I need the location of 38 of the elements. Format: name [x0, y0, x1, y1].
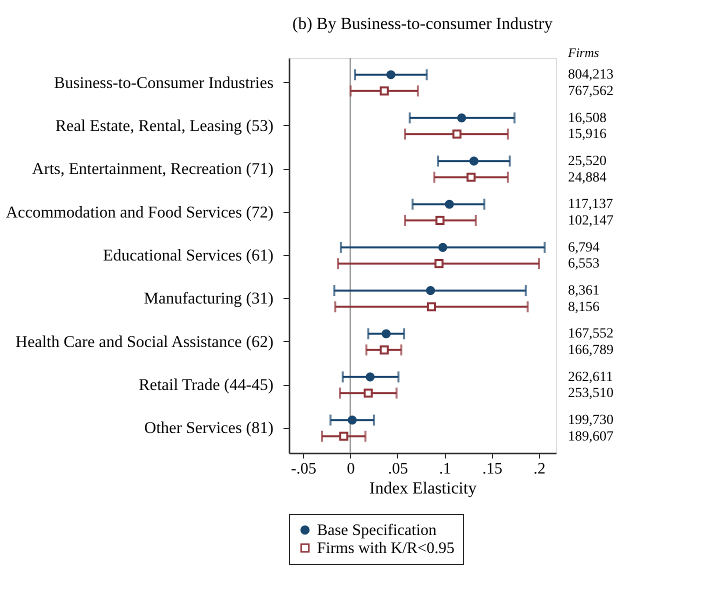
text: 15,916	[568, 127, 606, 142]
y-tick-label: Health Care and Social Assistance (62)	[16, 332, 274, 351]
chart-title: (b) By Business-to-consumer Industry	[292, 14, 554, 33]
text: 24,884	[568, 170, 606, 186]
y-tick-label: Real Estate, Rental, Leasing (53)	[55, 116, 274, 135]
y-tick-label: Retail Trade (44-45)	[138, 375, 274, 394]
text: 167,552	[568, 326, 614, 342]
text: 16,508	[568, 110, 606, 126]
text: Firms	[567, 45, 600, 60]
text: 253,510	[568, 386, 614, 402]
text: 8,156	[568, 300, 600, 315]
text: 199,730	[568, 413, 614, 428]
text: 25,520	[568, 154, 606, 170]
text: 166,789	[568, 342, 614, 358]
text: 189,607	[568, 429, 614, 444]
y-tick-label: Educational Services (61)	[103, 246, 274, 264]
legend-label: Firms with K/R<0.95	[317, 540, 454, 557]
x-tick-label: .1	[439, 460, 452, 478]
text: 102,147	[568, 213, 614, 228]
x-tick-label: 0	[346, 460, 355, 478]
text: 6,553	[568, 256, 600, 272]
text: 262,611	[568, 370, 613, 385]
y-tick-label: Arts, Entertainment, Recreation (71)	[32, 159, 274, 178]
text: 8,361	[568, 284, 600, 299]
legend-label: Base Specification	[317, 522, 437, 539]
y-tick-label: Business-to-Consumer Industries	[54, 72, 274, 92]
text: 117,137	[568, 197, 613, 212]
x-tick-label: .2	[534, 460, 546, 478]
text: 6,794	[568, 240, 600, 256]
x-tick-label: .05	[388, 460, 408, 478]
x-tick-label: .15	[482, 460, 502, 478]
text: 767,562	[568, 84, 614, 99]
x-axis-title: Index Elasticity	[369, 478, 478, 498]
text: 804,213	[568, 68, 614, 83]
y-tick-label: Accommodation and Food Services (72)	[6, 202, 274, 222]
y-tick-label: Manufacturing (31)	[144, 288, 274, 308]
x-tick-label: -.05	[290, 460, 316, 478]
y-tick-label: Other Services (81)	[144, 418, 274, 438]
